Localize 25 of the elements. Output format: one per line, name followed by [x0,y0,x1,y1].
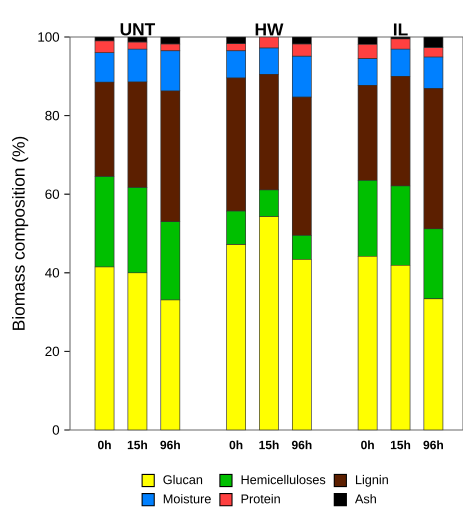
x-tick-label: 0h [361,440,374,450]
x-tick-label: 96h [160,440,180,450]
y-tick-label: 100 [38,32,60,42]
legend-label: Hemicelluloses [242,474,326,484]
legend-label: Ash [354,494,376,504]
x-tick-label: 15h [390,440,410,450]
y-tick-label: 60 [45,189,60,199]
text: IL [394,23,408,36]
legend-label: Lignin [356,474,388,487]
x-tick-label: 0h [98,440,111,450]
y-axis-title: Biomass composition (%) [12,136,28,330]
x-tick-label: 96h [292,440,312,450]
legend-label: Glucan [163,474,202,484]
x-tick-label: 15h [259,440,279,450]
text: HW [256,23,284,36]
y-tick-label: 20 [45,346,60,356]
y-tick-label: 40 [45,268,60,278]
x-tick-label: 96h [423,440,443,450]
x-tick-label: 15h [128,440,148,450]
y-tick-label: 0 [52,425,60,435]
y-tick-label: 80 [45,110,60,120]
legend-label: Protein [242,494,280,504]
legend-label: Moisture [164,494,211,504]
x-tick-label: 0h [230,440,242,450]
text: UNT [120,23,156,36]
